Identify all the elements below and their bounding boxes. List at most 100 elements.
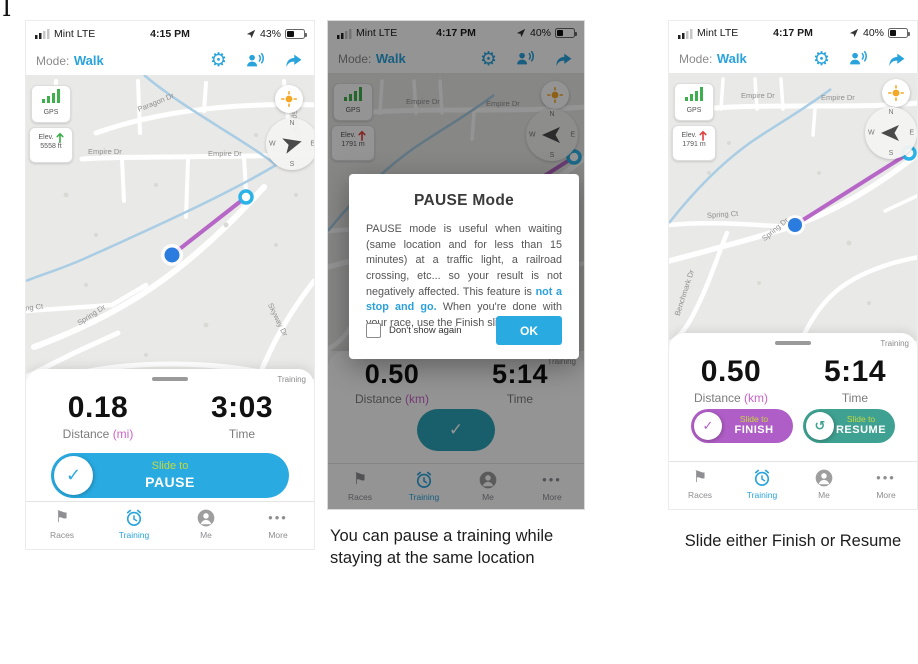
distance-unit: (mi) [112, 427, 134, 441]
mode-value[interactable]: Walk [73, 52, 104, 68]
nav-races[interactable]: ⚑ Races [328, 464, 392, 509]
pause-mode-dialog: PAUSE Mode PAUSE mode is useful when wai… [349, 174, 579, 359]
elevation-up-arrow-icon [55, 132, 64, 143]
compass-control[interactable]: N S W E [526, 109, 578, 161]
battery-percent: 43% [259, 27, 281, 40]
settings-gear-icon[interactable]: ⚙ [209, 50, 227, 71]
more-dots-icon: ••• [542, 472, 562, 487]
dont-show-again-option[interactable]: Don't show again [366, 323, 462, 338]
bottom-navigation: ⚑ Races Training Me ••• More [669, 461, 917, 509]
slide-to-finish-slider[interactable]: ✓ Slide to FINISH [691, 409, 793, 443]
voice-coach-icon[interactable] [244, 51, 266, 71]
caption-finish-resume: Slide either Finish or Resume [684, 532, 902, 550]
nav-training[interactable]: Training [392, 464, 456, 509]
mode-label: Mode: [679, 52, 713, 66]
nav-races[interactable]: ⚑ Races [669, 462, 731, 509]
compass-arrow-icon [542, 127, 560, 143]
mode-value[interactable]: Walk [716, 51, 747, 66]
compass-arrow-icon [881, 125, 899, 141]
signal-strength-icon [678, 28, 693, 39]
elevation-value: 1791 m [682, 141, 706, 148]
flag-icon: ⚑ [54, 509, 70, 526]
battery-icon [888, 28, 910, 38]
settings-gear-icon[interactable]: ⚙ [479, 48, 497, 70]
compass-control[interactable]: N S W E [865, 107, 917, 159]
gps-signal-badge: GPS [674, 83, 714, 121]
check-icon: ✓ [448, 420, 464, 439]
mode-value[interactable]: Walk [375, 51, 406, 66]
nav-more[interactable]: ••• More [520, 464, 584, 509]
time-value: 5:14 [823, 355, 887, 388]
history-clock-icon: ↺ [814, 418, 826, 433]
app-header: Mode: Walk ⚙ [26, 46, 314, 75]
time-value: 5:14 [491, 359, 549, 389]
distance-unit: (km) [405, 392, 430, 406]
battery-icon [285, 28, 307, 39]
location-arrow-icon [516, 28, 526, 38]
slider-knob[interactable]: ↺ [806, 412, 834, 440]
checkbox-icon[interactable] [366, 323, 381, 338]
phone-screen-pause-dialog: Mint LTE 4:17 PM 40% Mode: Walk ⚙ [327, 20, 585, 510]
carrier-label: Mint LTE [356, 27, 398, 39]
share-arrow-icon[interactable] [283, 51, 304, 70]
street-label: Empire Dr [208, 149, 242, 158]
status-bar: Mint LTE 4:17 PM 40% [669, 21, 917, 45]
locate-me-button[interactable] [541, 81, 569, 109]
nav-training[interactable]: Training [98, 502, 170, 549]
elevation-value: 1791 m [341, 141, 365, 148]
ok-button[interactable]: OK [496, 316, 562, 345]
mode-label: Mode: [338, 52, 372, 66]
gps-bars-icon [344, 87, 362, 101]
map-view[interactable]: Empire Dr Empire Dr Spring Ct Spring Dr … [669, 73, 917, 341]
sheet-mode-tag: Training [547, 357, 576, 366]
training-bottom-sheet: Training 0.50 Distance (km) 5:14 Time ✓ … [669, 333, 917, 463]
nav-more[interactable]: ••• More [242, 502, 314, 549]
distance-stat: 0.18 Distance (mi) [26, 391, 170, 441]
distance-stat: 0.50 Distance (km) [328, 359, 456, 406]
share-arrow-icon[interactable] [886, 50, 907, 69]
check-icon: ✓ [65, 465, 82, 485]
nav-training[interactable]: Training [731, 462, 793, 509]
dialog-title: PAUSE Mode [413, 192, 515, 209]
slide-to-resume-slider[interactable]: ↺ Slide to RESUME [803, 409, 895, 443]
phone-screen-pause-slider: Mint LTE 4:15 PM 43% Mode: Walk ⚙ [25, 20, 315, 550]
alarm-clock-icon [392, 470, 456, 490]
map-view[interactable]: Paragon Dr Empire Dr Empire Dr Spring Dr… [26, 75, 314, 379]
voice-coach-icon[interactable] [514, 49, 536, 69]
mode-label: Mode: [36, 53, 70, 68]
distance-stat: 0.50 Distance (km) [669, 355, 793, 405]
street-label: Empire Dr [821, 93, 855, 102]
bottom-navigation: ⚑ Races Training Me ••• More [26, 501, 314, 549]
compass-control[interactable]: N S W E [266, 118, 314, 170]
nav-me[interactable]: Me [170, 502, 242, 549]
app-header: Mode: Walk ⚙ [669, 45, 917, 73]
clock: 4:15 PM [150, 27, 190, 40]
sheet-drag-handle[interactable] [775, 341, 811, 345]
slider-knob[interactable]: ✓ [54, 456, 93, 495]
nav-me[interactable]: Me [456, 464, 520, 509]
training-bottom-sheet: Training 0.50 Distance (km) 5:14 Time ✓ [328, 351, 584, 465]
locate-me-button[interactable] [882, 79, 910, 107]
caption-pause: You can pause a training while staying a… [330, 527, 554, 567]
battery-percent: 40% [862, 27, 884, 39]
locate-me-button[interactable] [275, 85, 303, 113]
slide-to-pause-slider[interactable]: ✓ Slide to PAUSE [51, 453, 289, 498]
location-arrow-icon [849, 28, 859, 38]
voice-coach-icon[interactable] [847, 49, 869, 69]
nav-races[interactable]: ⚑ Races [26, 502, 98, 549]
gps-bars-icon [42, 89, 60, 103]
alarm-clock-icon [98, 508, 170, 528]
sheet-drag-handle[interactable] [152, 377, 188, 381]
pause-action-label: PAUSE [145, 473, 195, 490]
signal-strength-icon [35, 29, 50, 39]
slider-knob[interactable]: ✓ [694, 412, 722, 440]
paused-check-button[interactable]: ✓ [417, 409, 495, 451]
creek-line [26, 75, 279, 283]
nav-more[interactable]: ••• More [855, 462, 917, 509]
share-arrow-icon[interactable] [553, 50, 574, 69]
app-header: Mode: Walk ⚙ [328, 45, 584, 73]
nav-me[interactable]: Me [793, 462, 855, 509]
clock: 4:17 PM [773, 27, 813, 39]
settings-gear-icon[interactable]: ⚙ [812, 48, 830, 70]
training-bottom-sheet: Training 0.18 Distance (mi) 3:03 Time ✓ … [26, 369, 314, 503]
